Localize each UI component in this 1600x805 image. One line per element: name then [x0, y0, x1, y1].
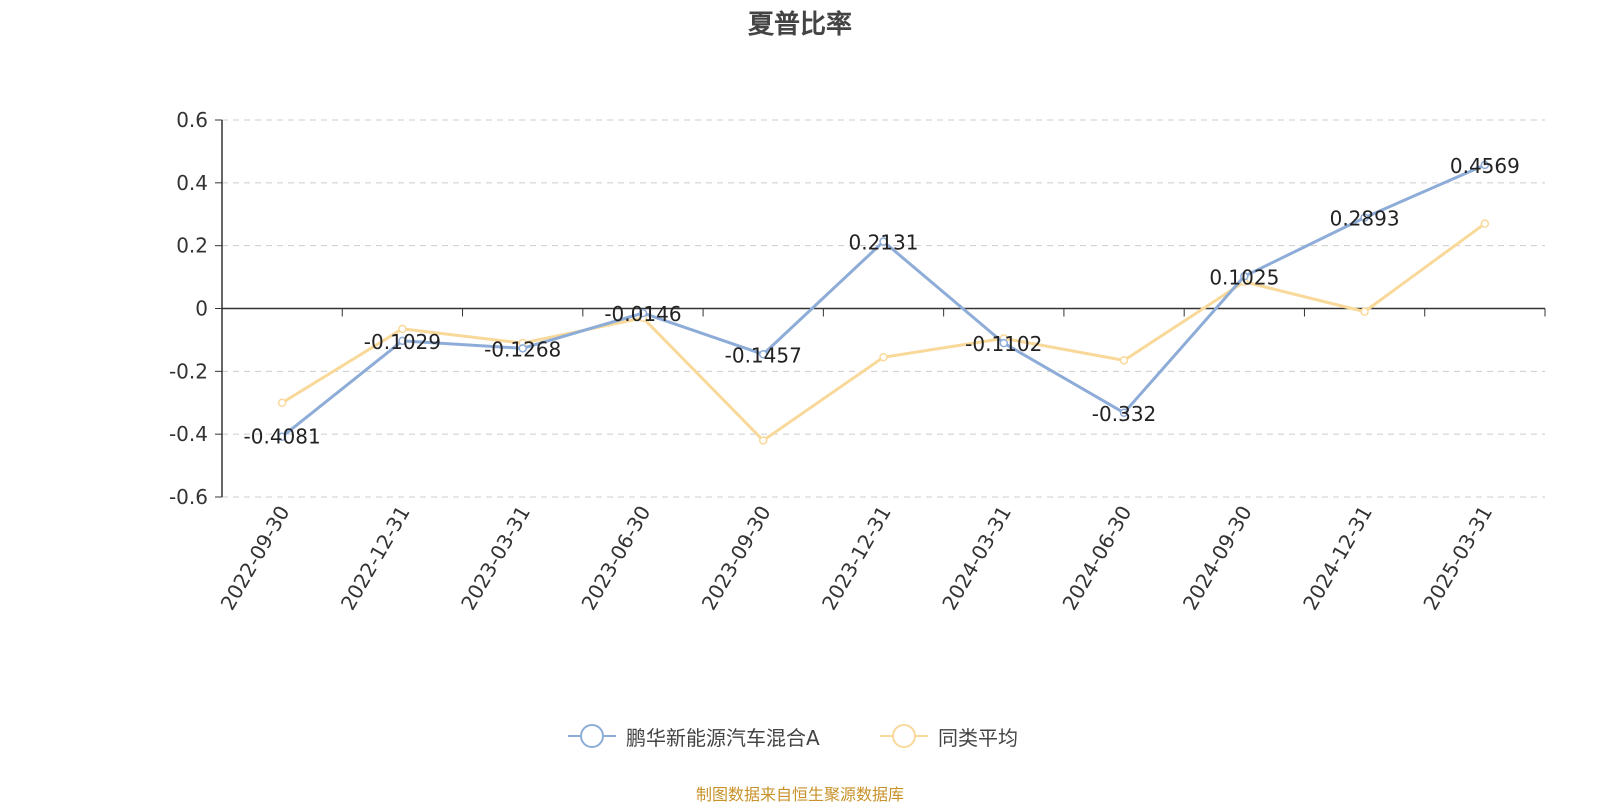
x-tick-label: 2022-09-30: [216, 502, 295, 615]
y-tick-label: -0.4: [169, 422, 208, 446]
data-point[interactable]: [518, 344, 527, 353]
y-tick-label: 0.4: [176, 171, 208, 195]
y-tick-label: -0.6: [169, 485, 208, 509]
data-label: 0.2131: [849, 231, 919, 255]
data-label: 0.4569: [1450, 154, 1520, 178]
chart-title: 夏普比率: [747, 10, 852, 40]
series-line-peer-average: [281, 222, 1486, 442]
data-label: -0.1102: [965, 332, 1042, 356]
data-label: -0.0146: [604, 302, 681, 326]
data-point[interactable]: [999, 338, 1009, 348]
legend: 鹏华新能源汽车混合A 同类平均: [0, 721, 1600, 751]
x-tick-label: 2024-09-30: [1178, 502, 1257, 615]
data-point[interactable]: [1119, 356, 1129, 365]
legend-marker-icon: [568, 724, 616, 748]
data-label: -0.4081: [244, 425, 321, 449]
data-point[interactable]: [1119, 408, 1129, 418]
x-tick-label: 2025-03-31: [1418, 502, 1497, 615]
legend-item-series-a[interactable]: 鹏华新能源汽车混合A: [568, 721, 820, 751]
data-point[interactable]: [638, 308, 648, 318]
data-point[interactable]: [758, 436, 768, 445]
data-label: -0.1029: [364, 330, 441, 354]
data-label: -0.1268: [484, 337, 561, 361]
data-point[interactable]: [1360, 307, 1369, 316]
legend-marker-icon: [880, 724, 928, 748]
data-point[interactable]: [1360, 213, 1369, 222]
data-labels: -0.4081 -0.1029 -0.1268 -0.0146 -0.1457 0.213…: [244, 154, 1520, 449]
series-line-fund: [281, 163, 1486, 438]
x-tick-label: 2024-06-30: [1057, 502, 1136, 615]
x-tick-label: 2022-12-31: [336, 501, 415, 614]
x-tick-label: 2023-09-30: [697, 502, 776, 615]
data-point[interactable]: [1480, 160, 1490, 170]
y-tick-label: 0.6: [176, 108, 208, 132]
data-point[interactable]: [277, 432, 287, 441]
y-tick-label: -0.2: [169, 359, 208, 383]
y-tick-label: 0: [195, 297, 208, 321]
data-point[interactable]: [1240, 272, 1249, 281]
data-point[interactable]: [398, 324, 407, 334]
data-point[interactable]: [879, 352, 888, 362]
data-point[interactable]: [1480, 219, 1490, 228]
x-tick-label: 2023-12-31: [817, 502, 896, 615]
data-label: -0.332: [1092, 402, 1156, 426]
data-point[interactable]: [879, 237, 888, 246]
data-label: 0.1025: [1209, 265, 1279, 289]
legend-label: 同类平均: [938, 725, 1018, 750]
data-label: -0.1457: [725, 343, 802, 367]
y-tick-label: 0.2: [176, 234, 208, 258]
data-point[interactable]: [398, 336, 407, 346]
x-tick-label: 2024-03-31: [937, 502, 1016, 615]
x-tick-label: 2023-06-30: [576, 502, 655, 615]
data-point[interactable]: [758, 350, 768, 359]
legend-label: 鹏华新能源汽车混合A: [626, 725, 820, 750]
x-tick-label: 2024-12-31: [1298, 502, 1377, 615]
x-tick-label: 2023-03-31: [456, 502, 535, 615]
series-lines: [277, 160, 1490, 445]
data-point[interactable]: [277, 398, 287, 407]
source-note: 制图数据来自恒生聚源数据库: [695, 785, 904, 804]
data-label: 0.2893: [1330, 207, 1400, 231]
legend-item-peer-average[interactable]: 同类平均: [880, 721, 1018, 751]
